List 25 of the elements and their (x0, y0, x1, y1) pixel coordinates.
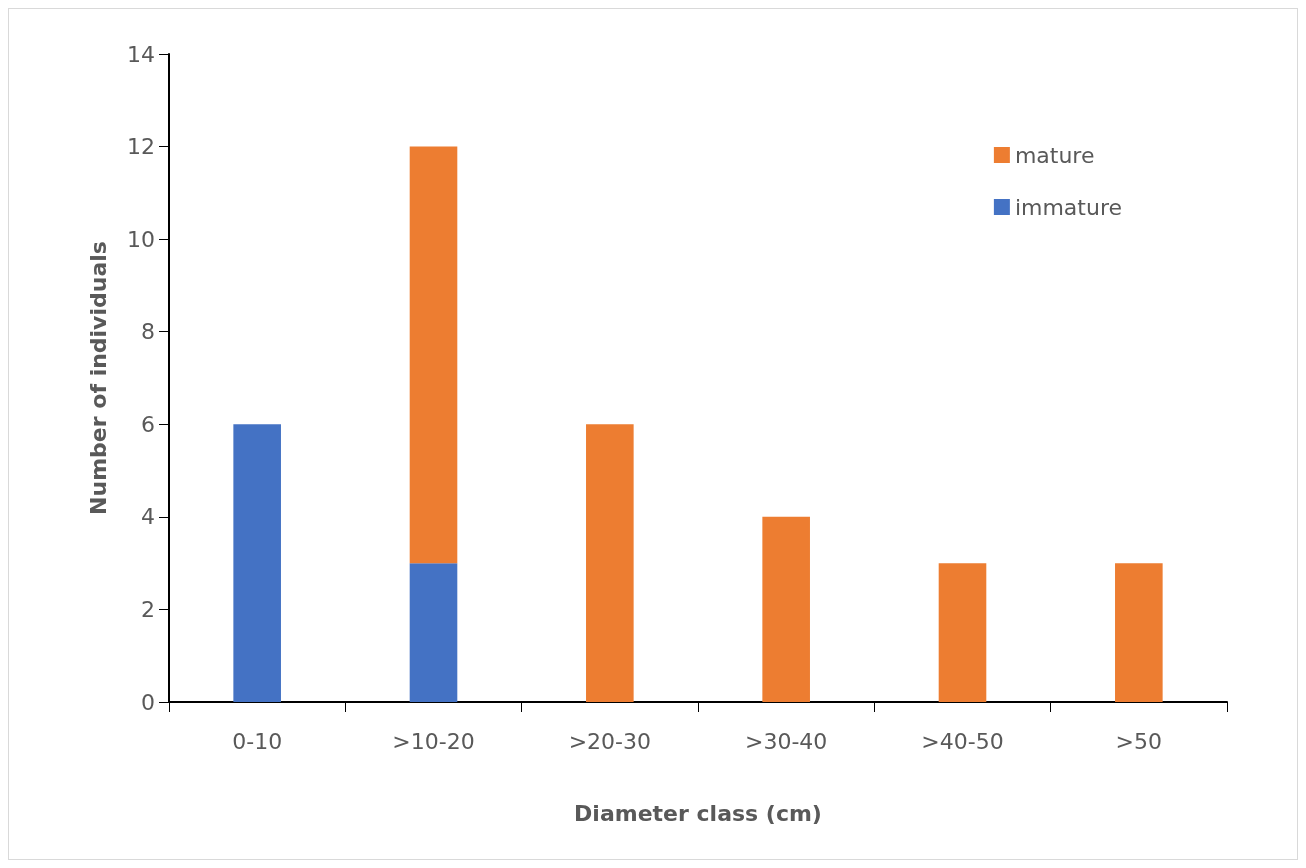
bar (938, 563, 987, 702)
y-tick-label: 14 (127, 41, 155, 67)
y-tick-label: 2 (141, 596, 155, 622)
x-tick-label: >20-30 (568, 728, 652, 754)
x-tick-label: 0-10 (232, 728, 283, 754)
bar (762, 516, 810, 702)
bar (586, 424, 634, 702)
bar (1115, 563, 1163, 702)
y-tick-label: 6 (141, 411, 155, 437)
bar (409, 563, 458, 702)
x-axis-title: Diameter class (cm) (574, 800, 822, 826)
y-tick-label: 0 (141, 689, 155, 715)
legend-label: mature (1014, 142, 1095, 168)
bar (409, 146, 458, 564)
legend-label: immature (1014, 194, 1122, 220)
y-axis-title: Number of individuals (85, 241, 111, 515)
x-tick-label: >40-50 (921, 728, 1004, 754)
y-tick-label: 10 (127, 226, 155, 252)
y-tick-label: 8 (141, 319, 155, 345)
x-tick-label: >10-20 (392, 728, 475, 754)
bar (233, 424, 281, 702)
x-tick-label: >30-40 (744, 728, 828, 754)
y-tick-label: 12 (127, 134, 155, 160)
y-tick-label: 4 (141, 504, 155, 530)
x-tick-label: >50 (1115, 728, 1163, 754)
